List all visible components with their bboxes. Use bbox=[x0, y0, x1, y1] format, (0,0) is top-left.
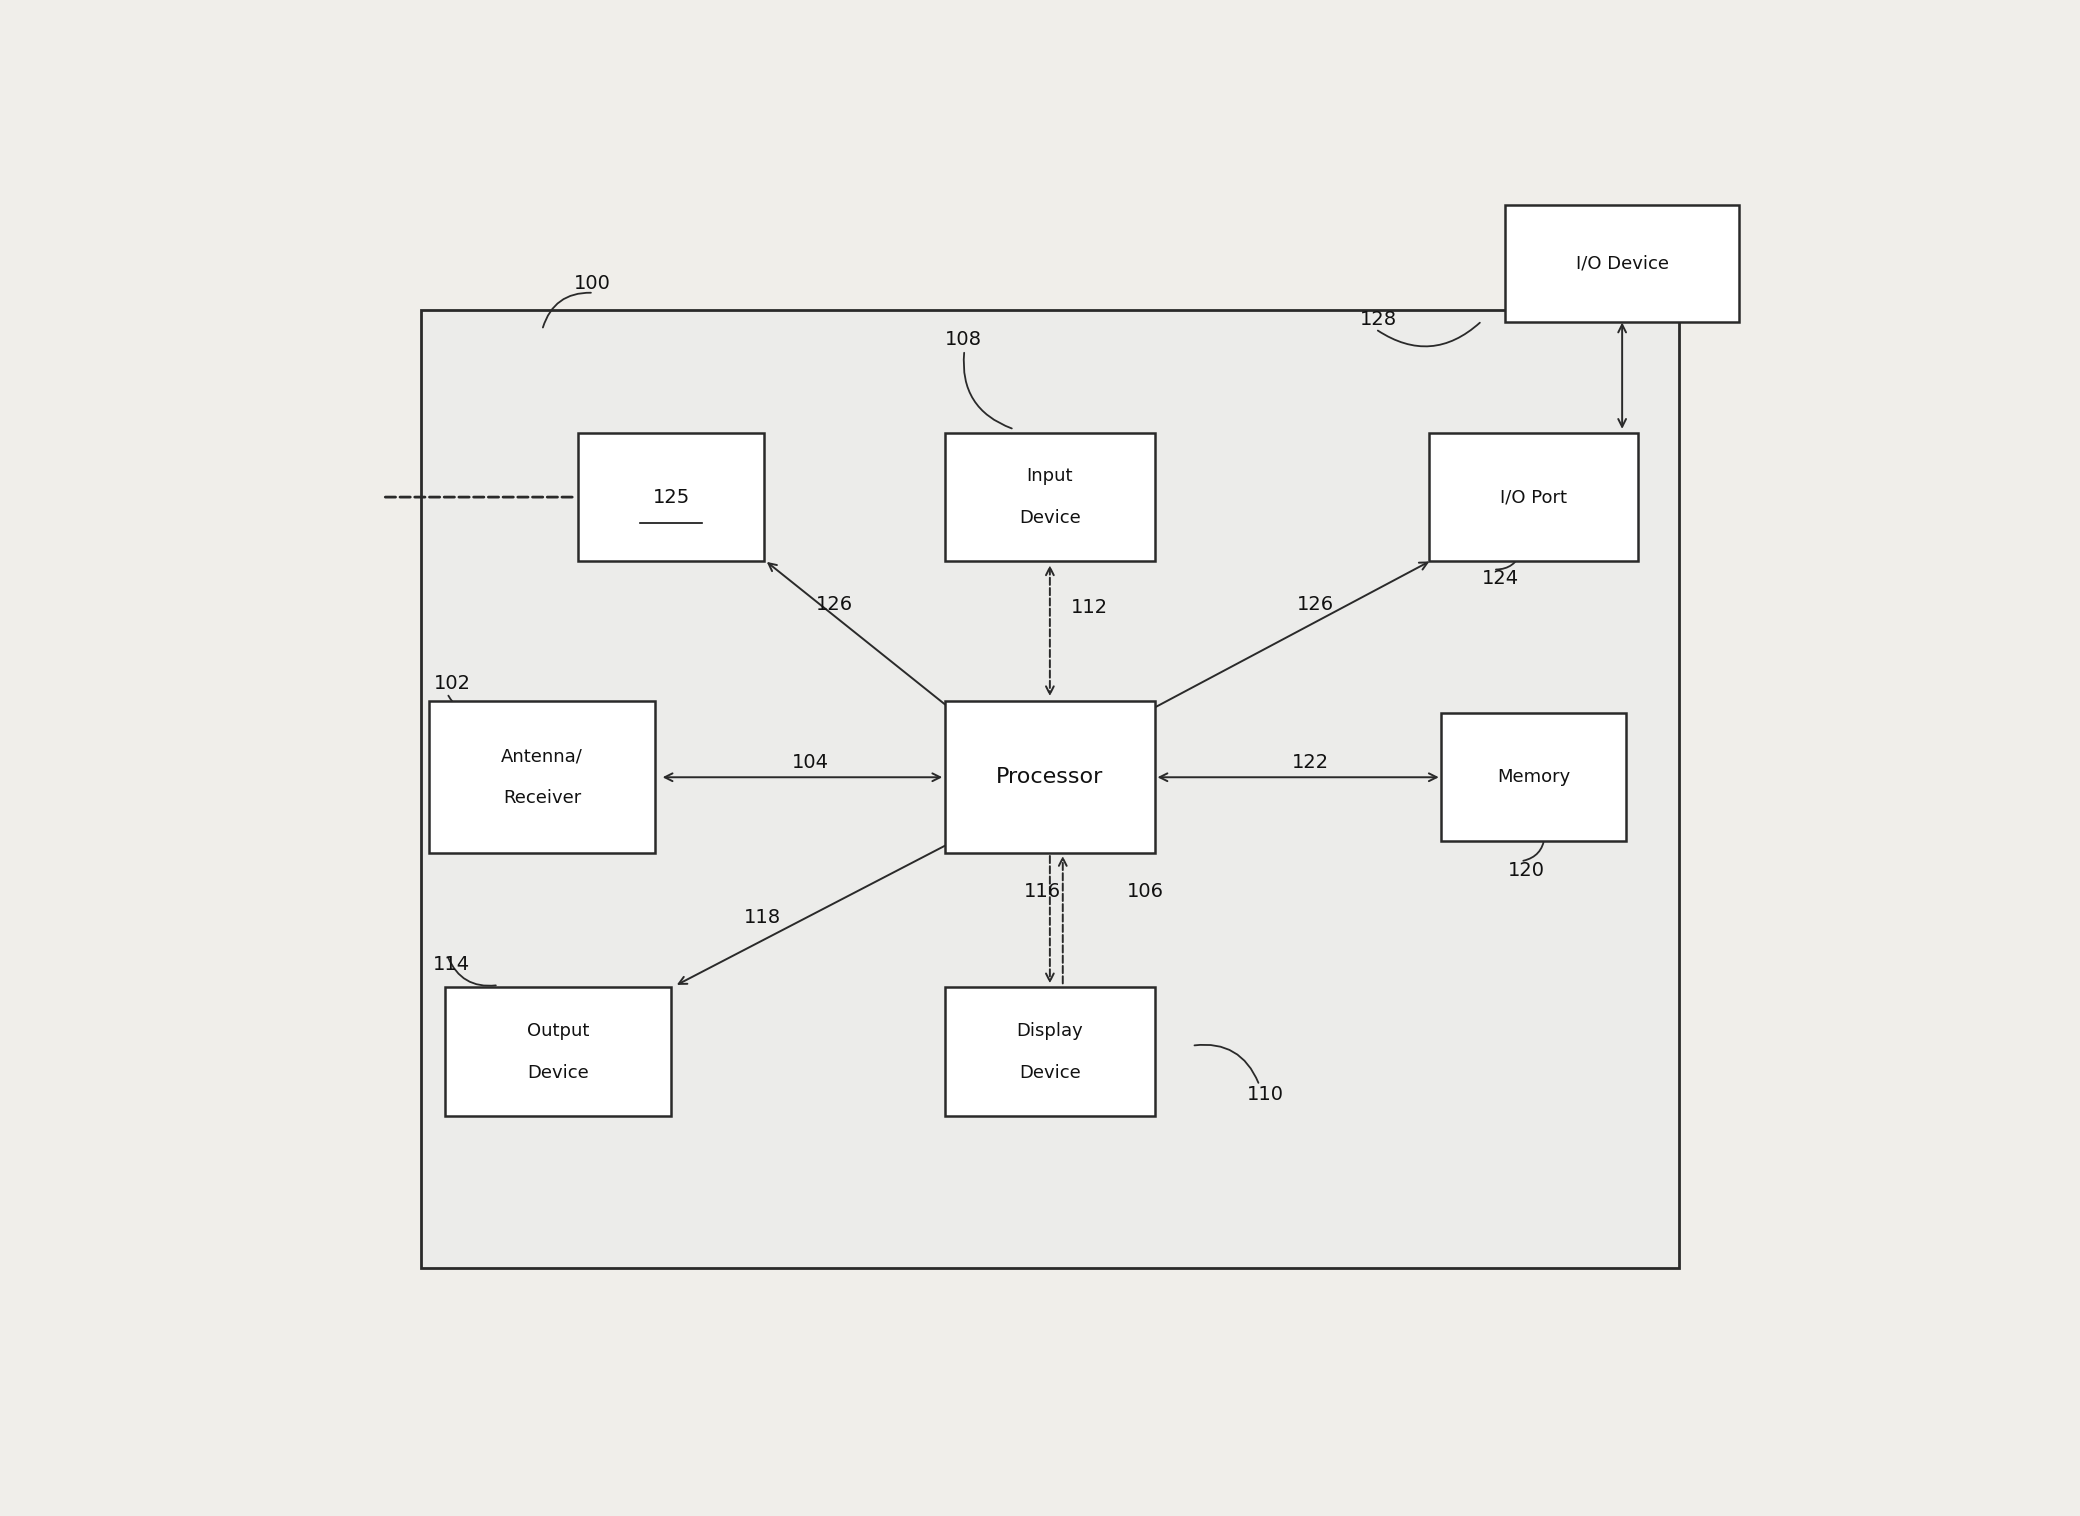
Text: 112: 112 bbox=[1071, 599, 1109, 617]
Text: 104: 104 bbox=[792, 752, 830, 772]
Text: 126: 126 bbox=[815, 594, 853, 614]
Text: 120: 120 bbox=[1508, 861, 1545, 881]
FancyBboxPatch shape bbox=[944, 702, 1154, 854]
FancyBboxPatch shape bbox=[422, 311, 1679, 1267]
Text: Output: Output bbox=[526, 1022, 589, 1040]
Text: 106: 106 bbox=[1127, 882, 1165, 901]
Text: I/O Device: I/O Device bbox=[1577, 255, 1668, 273]
Text: 100: 100 bbox=[574, 274, 612, 293]
Text: 125: 125 bbox=[653, 488, 691, 506]
Text: Device: Device bbox=[528, 1064, 589, 1081]
Text: 118: 118 bbox=[745, 908, 780, 926]
Text: Device: Device bbox=[1019, 1064, 1082, 1081]
FancyBboxPatch shape bbox=[578, 434, 763, 561]
FancyBboxPatch shape bbox=[944, 434, 1154, 561]
FancyBboxPatch shape bbox=[428, 702, 655, 854]
Text: 128: 128 bbox=[1360, 311, 1396, 329]
Text: Memory: Memory bbox=[1498, 769, 1570, 787]
FancyBboxPatch shape bbox=[1429, 434, 1639, 561]
Text: 110: 110 bbox=[1246, 1085, 1283, 1104]
Text: 114: 114 bbox=[433, 955, 470, 973]
FancyBboxPatch shape bbox=[1506, 205, 1739, 321]
Text: Input: Input bbox=[1028, 467, 1073, 485]
Text: Device: Device bbox=[1019, 509, 1082, 528]
Text: 108: 108 bbox=[944, 330, 982, 349]
Text: 116: 116 bbox=[1023, 882, 1061, 901]
Text: Display: Display bbox=[1017, 1022, 1084, 1040]
FancyBboxPatch shape bbox=[445, 987, 672, 1116]
Text: Receiver: Receiver bbox=[503, 790, 580, 807]
FancyBboxPatch shape bbox=[944, 987, 1154, 1116]
Text: 102: 102 bbox=[435, 675, 470, 693]
Text: 122: 122 bbox=[1292, 752, 1329, 772]
FancyBboxPatch shape bbox=[1441, 713, 1627, 841]
Text: 126: 126 bbox=[1296, 594, 1333, 614]
Text: I/O Port: I/O Port bbox=[1500, 488, 1566, 506]
Text: Antenna/: Antenna/ bbox=[501, 747, 582, 766]
Text: 124: 124 bbox=[1481, 570, 1518, 588]
Text: Processor: Processor bbox=[996, 767, 1104, 787]
